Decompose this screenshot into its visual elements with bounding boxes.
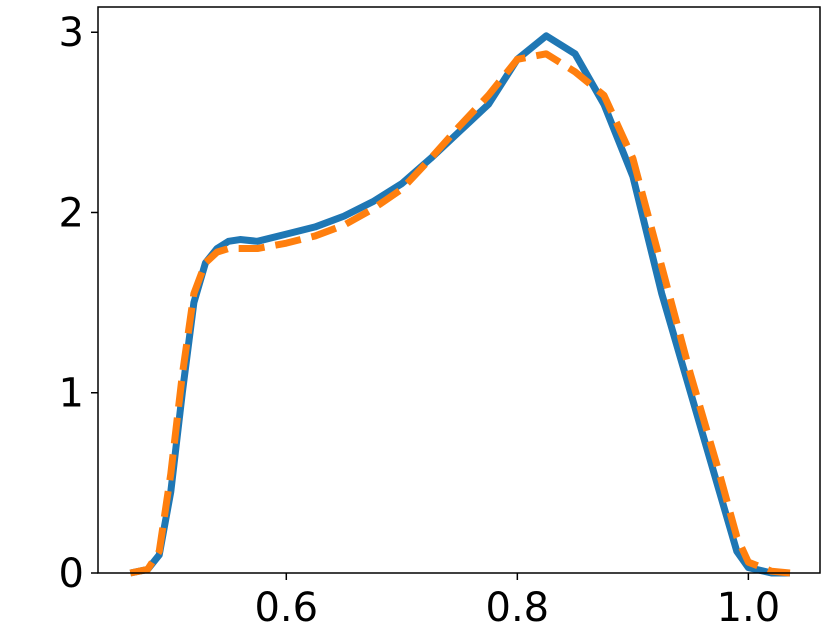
plot-frame [97,6,821,574]
y-tick-label: 2 [59,190,84,236]
y-tick-label: 0 [59,551,84,597]
y-tick-label: 1 [59,371,84,417]
series-line [129,32,790,577]
x-tick-label: 0.8 [486,585,550,623]
y-tick-label: 3 [59,10,84,56]
x-tick-label: 1.0 [717,585,781,623]
x-tick-label: 0.6 [254,585,318,623]
series-line [129,50,791,577]
